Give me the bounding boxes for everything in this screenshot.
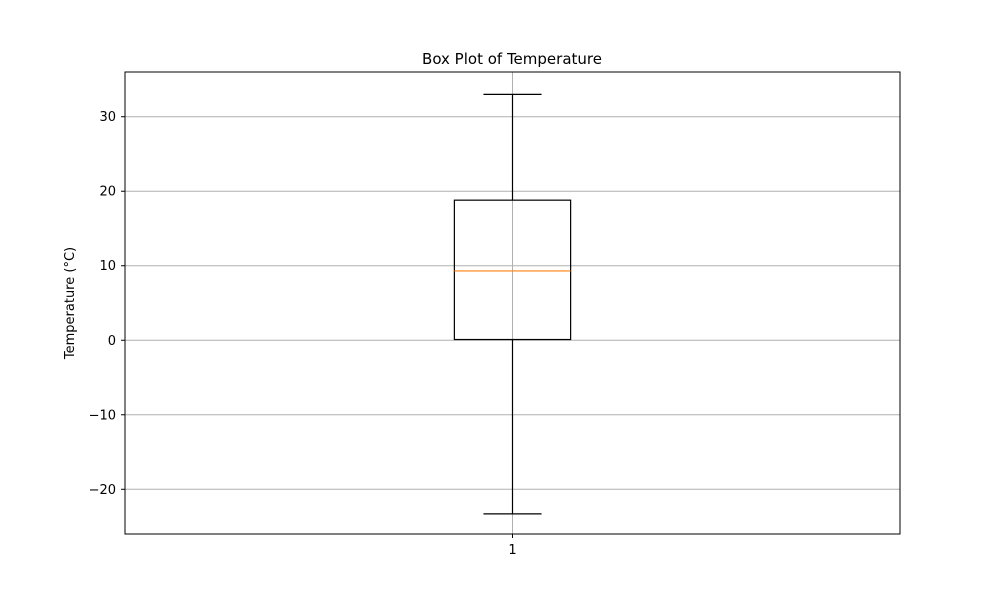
y-tick-label: −20 [89,483,116,498]
y-tick-label: 0 [108,334,116,349]
chart-title: Box Plot of Temperature [422,50,602,68]
iqr-box [453,199,572,341]
y-axis-label: Temperature (°C) [63,247,78,360]
y-tick-label: 30 [99,110,116,125]
tick-layer: −20 −10 0 10 20 30 1 [89,110,517,558]
y-tick-label: 10 [99,259,116,274]
y-tick-label: 20 [99,185,116,200]
x-tick-label: 1 [508,543,516,558]
y-tick-label: −10 [89,408,116,423]
box-layer [453,93,572,515]
box-plot-item [453,93,572,515]
